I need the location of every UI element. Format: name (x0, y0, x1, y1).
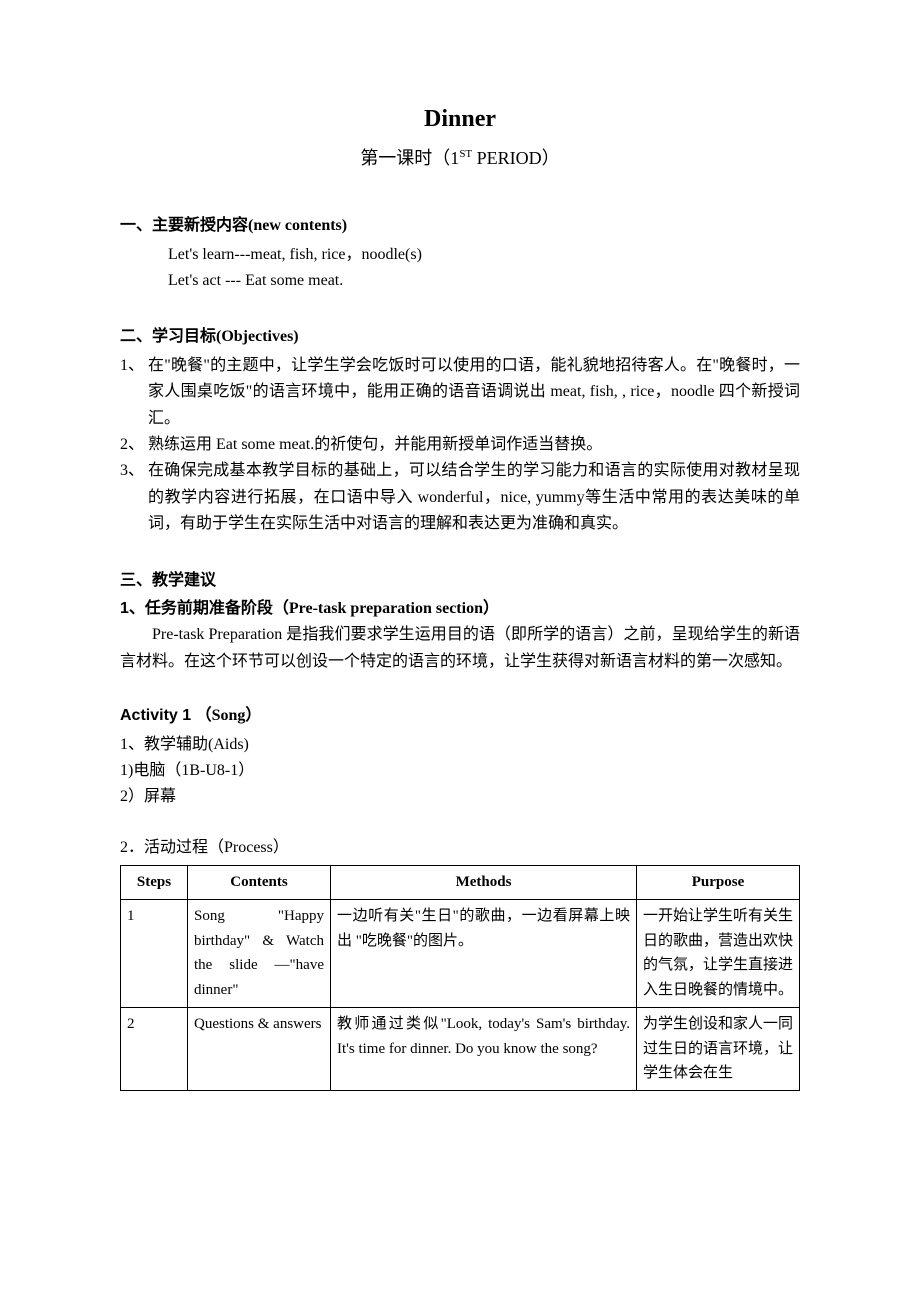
table-header-row: Steps Contents Methods Purpose (121, 866, 800, 900)
activity-head-paren: （Song） (196, 707, 262, 724)
section3-sub-text: 、任务前期准备阶段（Pre-task preparation section） (129, 600, 499, 617)
col-methods: Methods (331, 866, 637, 900)
objective-num: 2、 (120, 432, 148, 458)
aid-head: 1、教学辅助(Aids) (120, 732, 800, 758)
cell-purpose: 为学生创设和家人一同过生日的语言环境，让学生体会在生 (637, 1007, 800, 1090)
subtitle-post: PERIOD） (472, 148, 560, 168)
objective-item: 1、 在"晚餐"的主题中，让学生学会吃饭时可以使用的口语，能礼貌地招待客人。在"… (120, 353, 800, 432)
page-title: Dinner (120, 100, 800, 140)
section2-head: 二、学习目标(Objectives) (120, 324, 800, 350)
section3-sub-num: 1 (120, 600, 129, 617)
section3-para: Pre-task Preparation 是指我们要求学生运用目的语（即所学的语… (120, 622, 800, 675)
section3-sub: 1、任务前期准备阶段（Pre-task preparation section） (120, 596, 800, 622)
activity-head-pre: Activity 1 (120, 707, 196, 724)
objective-item: 3、 在确保完成基本教学目标的基础上，可以结合学生的学习能力和语言的实际使用对教… (120, 458, 800, 537)
activity-head: Activity 1 （Song） (120, 703, 800, 729)
cell-contents: Song "Happy birthday" & Watch the slide … (188, 899, 331, 1007)
objective-text: 熟练运用 Eat some meat.的祈使句，并能用新授单词作适当替换。 (148, 432, 800, 458)
cell-contents: Questions & answers (188, 1007, 331, 1090)
table-row: 2 Questions & answers 教师通过类似"Look, today… (121, 1007, 800, 1090)
cell-purpose: 一开始让学生听有关生日的歌曲，营造出欢快的气氛，让学生直接进入生日晚餐的情境中。 (637, 899, 800, 1007)
process-head: 2．活动过程（Process） (120, 835, 800, 861)
cell-methods: 一边听有关"生日"的歌曲，一边看屏幕上映出 "吃晚餐"的图片。 (331, 899, 637, 1007)
subtitle-sup: ST (459, 148, 472, 160)
aid-item: 1)电脑（1B-U8-1） (120, 758, 800, 784)
objective-item: 2、 熟练运用 Eat some meat.的祈使句，并能用新授单词作适当替换。 (120, 432, 800, 458)
col-steps: Steps (121, 866, 188, 900)
page-subtitle: 第一课时（1ST PERIOD） (120, 144, 800, 174)
objective-num: 1、 (120, 353, 148, 432)
objective-num: 3、 (120, 458, 148, 537)
cell-step: 1 (121, 899, 188, 1007)
cell-step: 2 (121, 1007, 188, 1090)
objective-text: 在"晚餐"的主题中，让学生学会吃饭时可以使用的口语，能礼貌地招待客人。在"晚餐时… (148, 353, 800, 432)
process-table: Steps Contents Methods Purpose 1 Song "H… (120, 865, 800, 1091)
objective-text: 在确保完成基本教学目标的基础上，可以结合学生的学习能力和语言的实际使用对教材呈现… (148, 458, 800, 537)
cell-methods: 教师通过类似"Look, today's Sam's birthday. It'… (331, 1007, 637, 1090)
subtitle-pre: 第一课时（1 (360, 148, 459, 168)
section1-line1: Let's learn---meat, fish, rice，noodle(s) (120, 242, 800, 268)
aid-item: 2）屏幕 (120, 784, 800, 810)
section1-head: 一、主要新授内容(new contents) (120, 213, 800, 239)
section3-head: 三、教学建议 (120, 568, 800, 594)
col-purpose: Purpose (637, 866, 800, 900)
section1-line2: Let's act --- Eat some meat. (120, 268, 800, 294)
table-row: 1 Song "Happy birthday" & Watch the slid… (121, 899, 800, 1007)
col-contents: Contents (188, 866, 331, 900)
